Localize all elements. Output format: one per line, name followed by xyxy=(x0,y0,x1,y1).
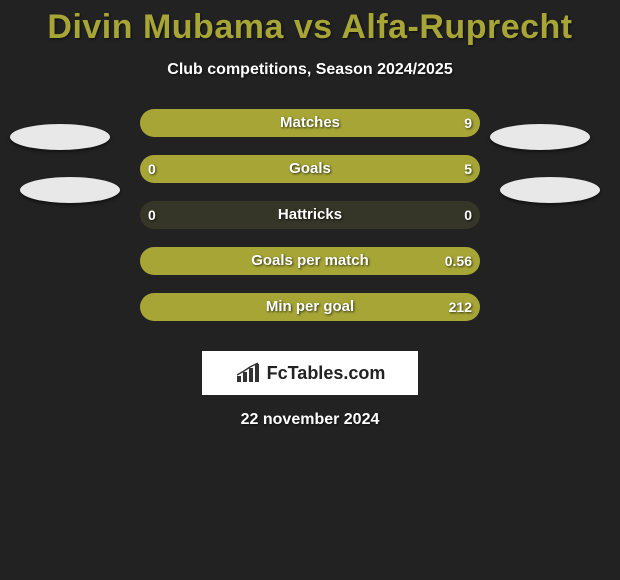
stat-label: Min per goal xyxy=(140,293,480,321)
stat-row: Hattricks0 0 xyxy=(0,201,620,247)
player-marker-ellipse xyxy=(500,177,600,203)
stat-value-left: 0 xyxy=(148,155,156,183)
stat-value-right: 0.56 xyxy=(445,247,472,275)
stat-row: Min per goal212 xyxy=(0,293,620,339)
snapshot-date: 22 november 2024 xyxy=(0,411,620,429)
comparison-title: Divin Mubama vs Alfa-Ruprecht xyxy=(0,0,620,47)
stat-value-right: 212 xyxy=(449,293,472,321)
stat-label: Goals xyxy=(140,155,480,183)
site-logo: FcTables.com xyxy=(202,351,418,395)
stat-value-left: 0 xyxy=(148,201,156,229)
player-marker-ellipse xyxy=(10,124,110,150)
stat-row: Goals per match0.56 xyxy=(0,247,620,293)
player-marker-ellipse xyxy=(490,124,590,150)
stat-label: Hattricks xyxy=(140,201,480,229)
stat-value-right: 9 xyxy=(464,109,472,137)
logo-text: FcTables.com xyxy=(267,363,386,384)
comparison-subtitle: Club competitions, Season 2024/2025 xyxy=(0,61,620,79)
player-marker-ellipse xyxy=(20,177,120,203)
stat-bar-track: Min per goal212 xyxy=(140,293,480,321)
stat-bar-track: Hattricks0 0 xyxy=(140,201,480,229)
stat-bar-track: Goals per match0.56 xyxy=(140,247,480,275)
stat-value-right: 0 xyxy=(464,201,472,229)
stat-label: Goals per match xyxy=(140,247,480,275)
stat-bar-track: Goals5 0 xyxy=(140,155,480,183)
stat-label: Matches xyxy=(140,109,480,137)
stat-value-right: 5 xyxy=(464,155,472,183)
stat-bar-track: Matches9 xyxy=(140,109,480,137)
bars-chart-icon xyxy=(235,362,263,384)
